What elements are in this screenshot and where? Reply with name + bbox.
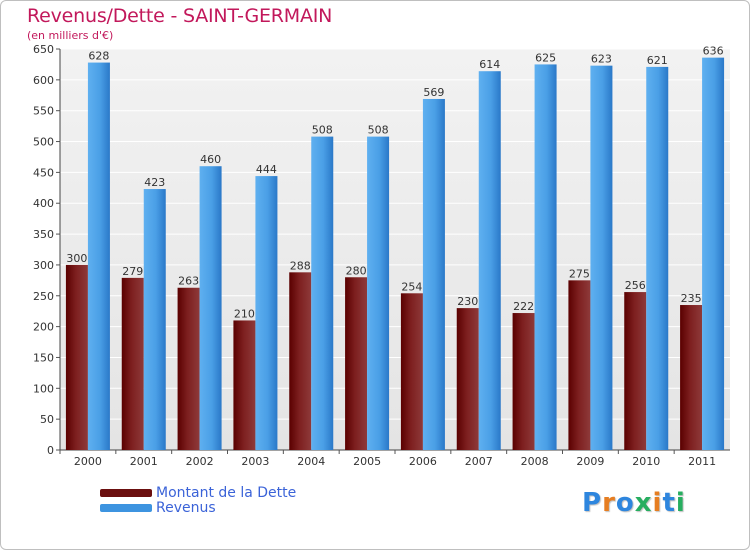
bar-revenue — [422, 98, 445, 451]
bar-debt — [512, 313, 535, 450]
logo-letter: P — [582, 488, 603, 518]
x-tick-label: 2001 — [130, 455, 158, 468]
y-tick-label: 600 — [33, 74, 54, 87]
bar-revenue — [534, 64, 557, 450]
bar-revenue — [646, 66, 669, 450]
x-tick-label: 2004 — [297, 455, 325, 468]
y-tick-label: 200 — [33, 321, 54, 334]
data-label-revenue: 614 — [479, 58, 500, 71]
y-tick-label: 500 — [33, 136, 54, 149]
x-tick-label: 2003 — [241, 455, 269, 468]
x-tick-label: 2011 — [688, 455, 716, 468]
data-label-revenue: 508 — [312, 124, 333, 137]
bar-revenue — [255, 176, 278, 450]
x-tick-label: 2000 — [74, 455, 102, 468]
data-label-revenue: 444 — [256, 163, 277, 176]
y-tick-label: 50 — [40, 413, 54, 426]
data-labels: 300 628 279 423 263 460 210 444 288 508 280 508 254 5… — [66, 45, 723, 321]
data-label-debt: 230 — [457, 295, 478, 308]
data-label-revenue: 621 — [647, 54, 668, 67]
data-label-debt: 263 — [178, 275, 199, 288]
bar-revenue — [702, 57, 725, 450]
bar-debt — [121, 277, 144, 450]
bar-debt — [177, 287, 200, 450]
x-tick-label: 2007 — [465, 455, 493, 468]
logo-letter: o — [615, 488, 635, 518]
bar-revenue — [590, 65, 613, 450]
data-label-revenue: 636 — [703, 45, 724, 58]
bar-revenue — [478, 71, 501, 450]
x-tick-label: 2006 — [409, 455, 437, 468]
y-tick-label: 650 — [33, 43, 54, 56]
data-label-debt: 256 — [625, 279, 646, 292]
data-label-debt: 210 — [234, 307, 255, 320]
bars — [65, 57, 725, 451]
legend-swatch-debt — [100, 489, 152, 497]
bar-debt — [624, 292, 647, 450]
x-tick-label: 2005 — [353, 455, 381, 468]
y-tick-label: 150 — [33, 351, 54, 364]
proxiti-logo: Proxiti — [582, 488, 686, 518]
legend-swatch-revenue — [100, 504, 152, 512]
bar-revenue — [311, 136, 334, 450]
data-label-debt: 275 — [569, 267, 590, 280]
data-label-revenue: 625 — [535, 51, 556, 64]
x-tick-label: 2002 — [186, 455, 214, 468]
bar-debt — [456, 308, 479, 450]
logo-letter: i — [675, 488, 686, 518]
data-label-revenue: 423 — [144, 176, 165, 189]
data-label-debt: 279 — [122, 265, 143, 278]
legend-label-revenue: Revenus — [156, 500, 216, 516]
y-tick-label: 250 — [33, 290, 54, 303]
bar-revenue — [143, 189, 166, 450]
y-tick-label: 100 — [33, 382, 54, 395]
data-label-debt: 288 — [290, 259, 311, 272]
y-tick-label: 550 — [33, 105, 54, 118]
bar-debt — [289, 272, 312, 450]
bar-debt — [680, 305, 703, 450]
bar-revenue — [199, 166, 222, 450]
logo-letter: i — [652, 488, 663, 518]
data-label-debt: 222 — [513, 300, 534, 313]
bar-debt — [233, 320, 256, 450]
data-label-revenue: 569 — [423, 86, 444, 99]
y-tick-label: 350 — [33, 228, 54, 241]
y-tick-label: 300 — [33, 259, 54, 272]
x-tick-label: 2010 — [632, 455, 660, 468]
data-label-debt: 280 — [346, 264, 367, 277]
legend-label-debt: Montant de la Dette — [156, 485, 297, 501]
logo-letter: t — [662, 488, 676, 518]
chart-subtitle: (en milliers d'€) — [27, 29, 114, 42]
bar-debt — [345, 277, 368, 450]
logo-letter: x — [634, 488, 653, 518]
bar-revenue — [87, 62, 110, 451]
y-tick-label: 400 — [33, 197, 54, 210]
plot-area — [60, 49, 730, 450]
data-label-revenue: 623 — [591, 53, 612, 66]
data-label-debt: 235 — [681, 292, 702, 305]
data-label-revenue: 460 — [200, 153, 221, 166]
chart-title: Revenus/Dette - SAINT-GERMAIN — [27, 5, 333, 27]
axes: 0 50 100 150 200 250 300 350 400 450 500 550 600 650 2… — [33, 43, 730, 468]
data-label-debt: 254 — [401, 280, 422, 293]
bar-debt — [400, 293, 423, 450]
data-label-revenue: 628 — [88, 50, 109, 63]
logo-letter: r — [602, 488, 616, 518]
x-tick-label: 2008 — [521, 455, 549, 468]
bar-revenue — [367, 136, 390, 450]
x-tick-label: 2009 — [576, 455, 604, 468]
y-tick-label: 0 — [47, 444, 54, 457]
y-tick-label: 450 — [33, 166, 54, 179]
bar-debt — [65, 264, 88, 450]
bar-debt — [568, 280, 591, 450]
data-label-debt: 300 — [66, 252, 87, 265]
data-label-revenue: 508 — [368, 124, 389, 137]
